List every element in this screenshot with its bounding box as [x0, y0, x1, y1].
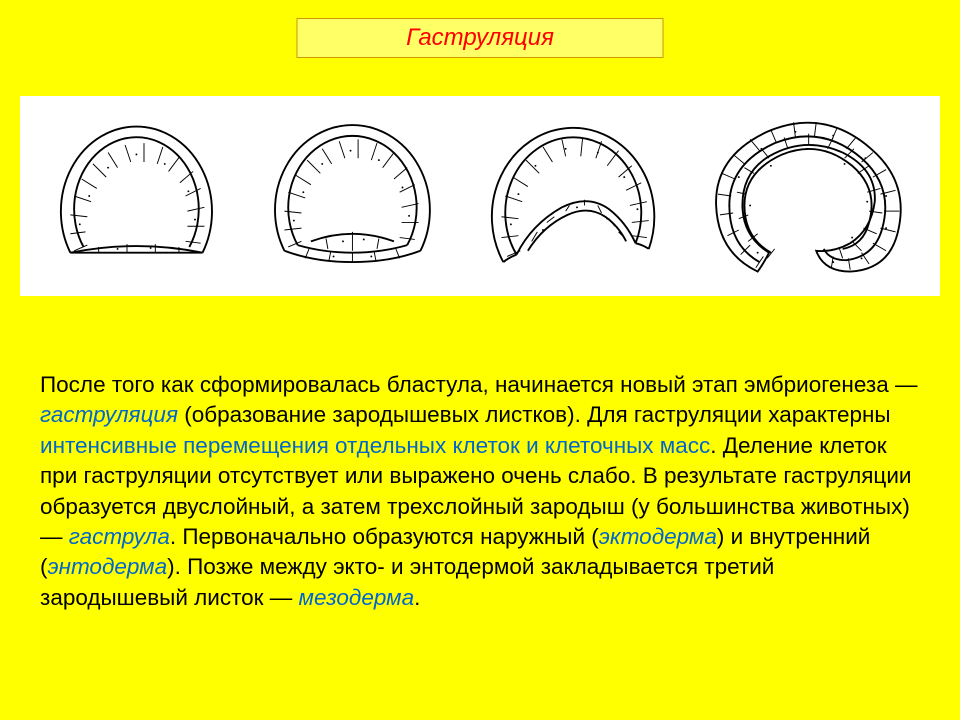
p-t1: После того как сформировалась бластула, …	[40, 372, 917, 397]
term-ectoderm: эктодерма	[599, 524, 717, 549]
emphasis-cell-movements: интенсивные перемещения отдельных клеток…	[40, 433, 710, 458]
term-gastrulyatsiya: гаструляция	[40, 402, 178, 427]
gastrula-stage-2	[258, 111, 447, 281]
gastrula-stage-1	[42, 111, 231, 281]
gastrula-stage-4	[701, 111, 918, 281]
p-t2: (образование зародышевых листков). Для г…	[178, 402, 891, 427]
body-paragraph: После того как сформировалась бластула, …	[40, 370, 920, 613]
slide-title: Гаструляция	[406, 24, 554, 52]
gastrulation-diagram-strip	[20, 96, 940, 296]
slide-title-box: Гаструляция	[297, 18, 664, 58]
term-mesoderm: мезодерма	[299, 585, 415, 610]
term-gastrula: гаструла	[69, 524, 170, 549]
p-t7: .	[414, 585, 420, 610]
term-entoderm: энтодерма	[48, 554, 168, 579]
gastrula-stage-3	[475, 111, 673, 281]
p-t4: . Первоначально образуются наружный (	[170, 524, 599, 549]
